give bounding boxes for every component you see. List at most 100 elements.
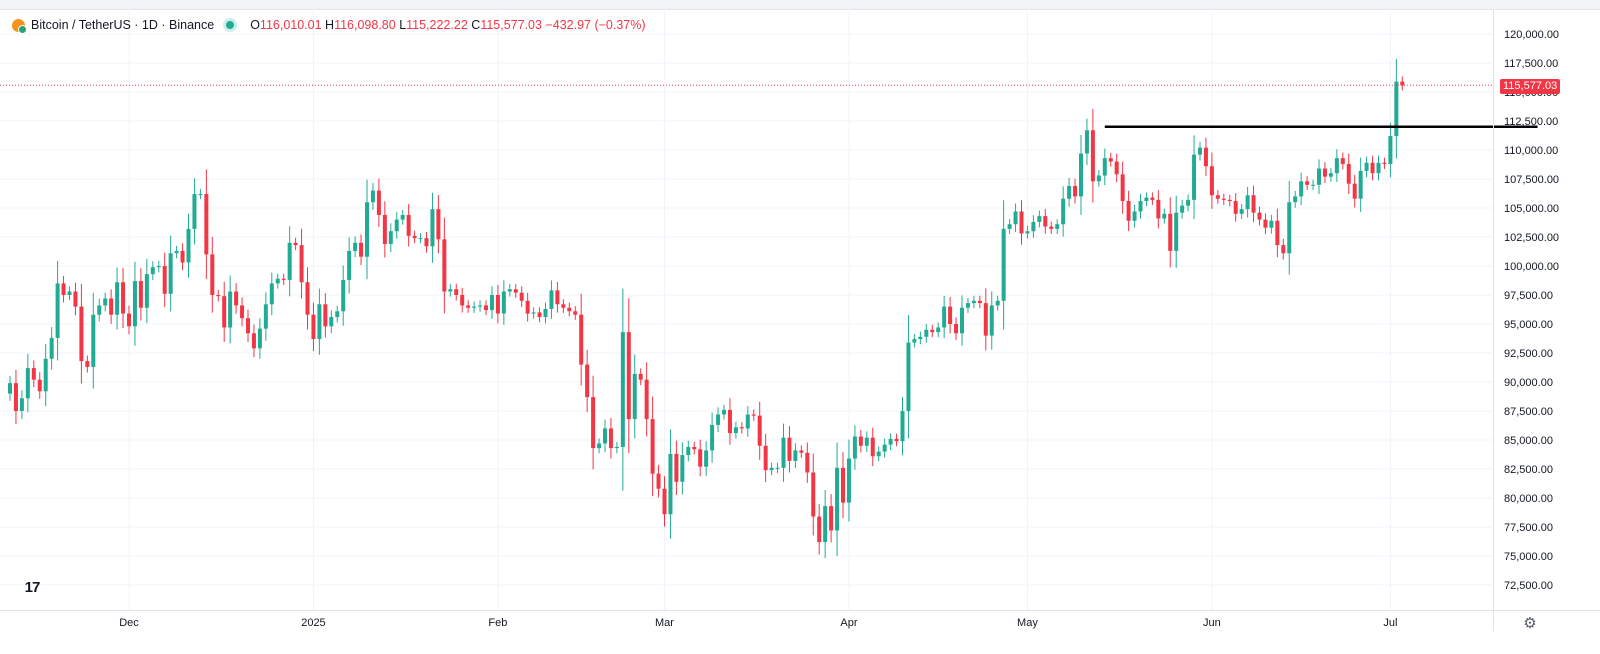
candle: [597, 438, 602, 454]
candle-body: [365, 202, 369, 257]
candle: [846, 439, 851, 522]
candle: [61, 275, 66, 303]
candle: [67, 286, 72, 301]
candle-body: [1067, 185, 1072, 199]
candle-body: [906, 342, 911, 411]
candle-body: [573, 311, 578, 315]
candle-body: [150, 267, 155, 275]
candle: [716, 407, 721, 433]
candle: [19, 390, 24, 419]
candle-body: [156, 266, 161, 268]
candle: [198, 188, 203, 200]
candle: [1084, 118, 1089, 166]
candle: [507, 284, 512, 297]
candle: [1174, 195, 1179, 268]
low-value: 115,222.22: [406, 18, 468, 32]
candle-body: [537, 312, 542, 318]
candle: [210, 236, 215, 313]
candle-body: [965, 303, 970, 308]
candle: [531, 307, 536, 319]
candle: [1090, 108, 1095, 203]
price-tick-label: 100,000.00: [1504, 261, 1559, 273]
candle: [620, 288, 625, 491]
candle-body: [638, 373, 643, 380]
candle: [763, 433, 768, 483]
candle: [1180, 199, 1185, 219]
symbol-legend: Bitcoin / TetherUS · 1D · Binance O116,0…: [12, 15, 646, 35]
tradingview-logo-icon[interactable]: 17: [24, 578, 41, 596]
candle: [513, 284, 518, 298]
candle-body: [1311, 184, 1316, 186]
candle: [85, 355, 90, 373]
candle-body: [347, 250, 352, 280]
candle: [180, 243, 185, 271]
time-tick-label: Jun: [1203, 617, 1221, 629]
candle-body: [668, 453, 673, 515]
candle-body: [1079, 153, 1083, 197]
candle: [174, 245, 179, 259]
candle-body: [103, 298, 108, 306]
candle: [1037, 210, 1042, 228]
candle-body: [501, 291, 506, 314]
candle: [127, 305, 131, 335]
candle-body: [989, 305, 994, 336]
time-tick-label: Mar: [655, 617, 674, 629]
candle: [1031, 215, 1036, 238]
candle-body: [13, 383, 18, 411]
candle-body: [246, 318, 250, 334]
candle: [727, 398, 732, 445]
candle-body: [799, 450, 804, 453]
candle-body: [115, 282, 120, 315]
candle: [858, 429, 863, 453]
candle: [162, 252, 167, 308]
candle-body: [484, 305, 488, 311]
candle: [25, 354, 30, 413]
candle: [323, 293, 328, 338]
candle: [650, 396, 655, 497]
candle-body: [85, 361, 90, 367]
candle-body: [37, 379, 42, 392]
candle-body: [1358, 170, 1363, 199]
candle: [1346, 153, 1351, 195]
candle-body: [930, 329, 935, 333]
symbol-title[interactable]: Bitcoin / TetherUS · 1D · Binance: [31, 18, 215, 32]
candle: [930, 324, 935, 338]
price-tick-label: 97,500.00: [1504, 290, 1553, 302]
price-tick-label: 80,000.00: [1504, 493, 1553, 505]
candle-body: [1114, 161, 1119, 175]
candle-body: [1239, 209, 1244, 214]
candle: [1370, 155, 1375, 181]
candle: [370, 183, 375, 210]
candle-body: [1102, 158, 1107, 176]
candle: [1364, 156, 1369, 178]
candle: [775, 462, 780, 473]
candle-body: [1400, 81, 1405, 86]
candle-body: [769, 467, 774, 471]
candle: [823, 490, 828, 559]
candle-body: [1126, 201, 1131, 221]
candle: [971, 295, 976, 309]
candle-body: [1328, 173, 1333, 177]
candle-body: [1108, 158, 1113, 162]
gear-icon[interactable]: ⚙: [1523, 615, 1537, 632]
candle-body: [525, 300, 530, 314]
candle: [1334, 149, 1339, 182]
candle: [406, 204, 411, 247]
candle: [1322, 162, 1327, 184]
candle-body: [394, 219, 399, 232]
candle-body: [1263, 219, 1268, 228]
candle: [335, 305, 340, 323]
candle: [1209, 152, 1214, 209]
candle-body: [983, 303, 988, 336]
candle-body: [888, 438, 893, 445]
candle-body: [1132, 211, 1137, 221]
candle-body: [1269, 220, 1274, 228]
candle: [644, 362, 649, 437]
candle: [1096, 170, 1101, 187]
candle: [733, 421, 738, 439]
candle-body: [376, 190, 381, 215]
change-value: −432.97 (−0.37%): [545, 18, 646, 32]
price-tick-label: 95,000.00: [1504, 319, 1553, 331]
price-tick-label: 107,500.00: [1504, 174, 1559, 186]
